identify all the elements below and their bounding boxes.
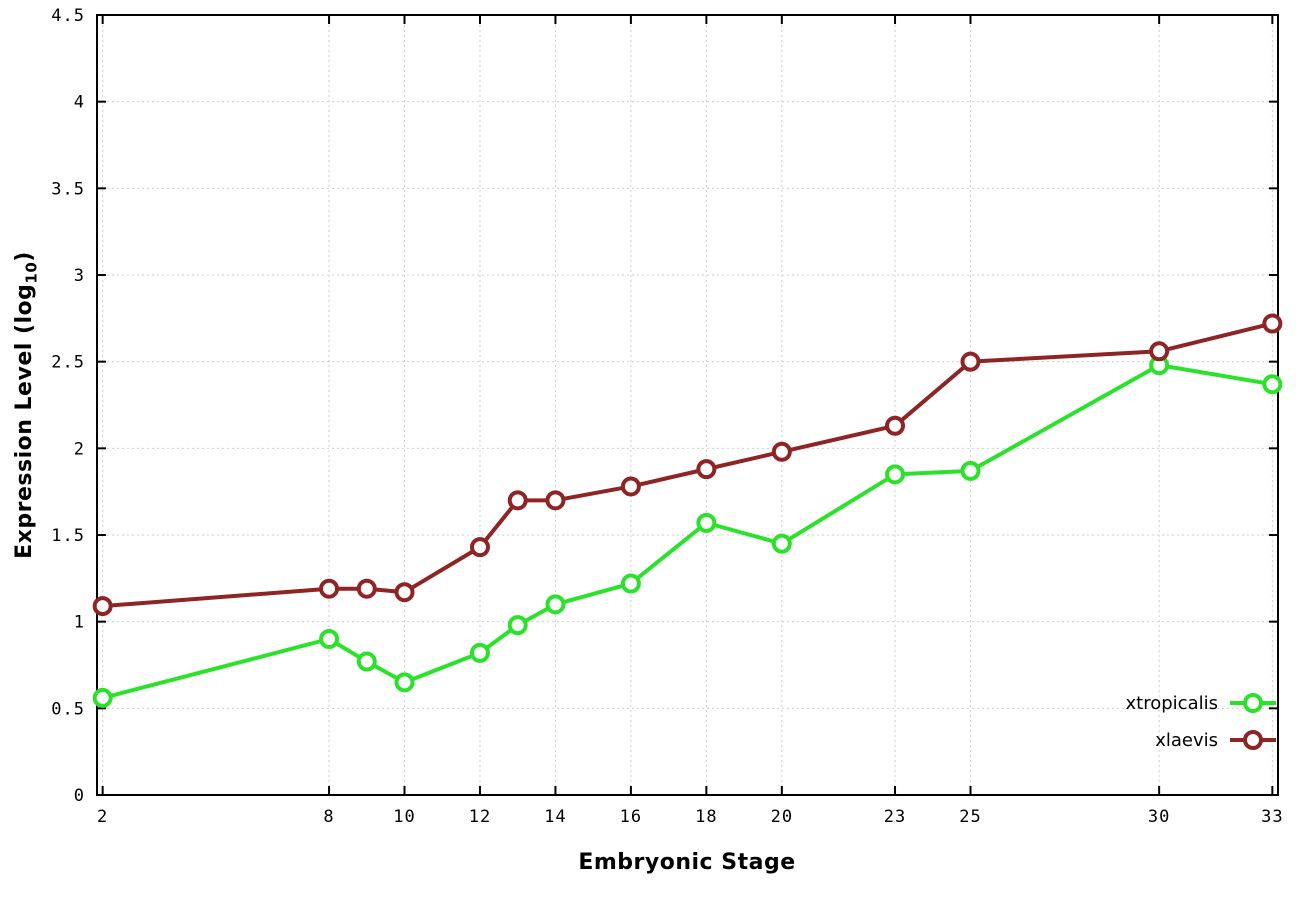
data-point-xtropicalis — [545, 594, 566, 615]
data-point-xlaevis — [394, 582, 415, 603]
data-point-xlaevis — [507, 490, 528, 511]
data-point-xtropicalis — [356, 651, 377, 672]
x-tick-label: 23 — [884, 807, 906, 827]
y-tick-label: 3 — [74, 266, 85, 286]
x-tick-label: 8 — [323, 807, 334, 827]
data-point-xtropicalis — [960, 460, 981, 481]
data-point-xlaevis — [1149, 341, 1170, 362]
data-point-xlaevis — [960, 351, 981, 372]
y-tick-label: 1.5 — [51, 526, 85, 546]
data-point-xtropicalis — [771, 533, 792, 554]
data-point-xlaevis — [696, 459, 717, 480]
x-tick-label: 33 — [1261, 807, 1283, 827]
data-point-xlaevis — [771, 441, 792, 462]
y-tick-label: 1 — [74, 613, 85, 633]
data-point-xlaevis — [1262, 313, 1283, 334]
data-point-xtropicalis — [92, 687, 113, 708]
x-tick-label: 25 — [959, 807, 981, 827]
data-point-xlaevis — [620, 476, 641, 497]
data-point-xtropicalis — [1262, 374, 1283, 395]
x-tick-label: 12 — [469, 807, 491, 827]
y-tick-label: 2.5 — [51, 353, 85, 373]
x-tick-label: 16 — [620, 807, 642, 827]
y-axis-title-main: Expression Level (log — [12, 283, 37, 559]
data-point-xtropicalis — [620, 573, 641, 594]
x-tick-label: 20 — [771, 807, 793, 827]
y-axis-title-end: ) — [12, 251, 37, 262]
legend-label-xtropicalis: xtropicalis — [1126, 693, 1218, 714]
data-point-xlaevis — [92, 596, 113, 617]
x-tick-label: 10 — [393, 807, 415, 827]
y-tick-label: 0 — [74, 786, 85, 806]
data-point-xtropicalis — [696, 512, 717, 533]
data-point-xlaevis — [356, 578, 377, 599]
data-point-xtropicalis — [319, 629, 340, 649]
y-tick-label: 0.5 — [51, 699, 85, 719]
y-axis-title: Expression Level (log10) — [12, 85, 44, 725]
y-tick-label: 4 — [74, 93, 85, 113]
x-tick-label: 30 — [1148, 807, 1170, 827]
data-point-xlaevis — [885, 415, 906, 436]
data-point-xlaevis — [469, 537, 490, 558]
data-point-xtropicalis — [507, 615, 528, 636]
x-axis-title: Embryonic Stage — [578, 850, 796, 875]
y-tick-label: 2 — [74, 439, 85, 459]
data-point-xtropicalis — [885, 464, 906, 485]
x-tick-label: 14 — [544, 807, 566, 827]
x-tick-label: 2 — [97, 807, 108, 827]
series-line-xtropicalis — [100, 363, 1275, 700]
x-tick-label: 18 — [695, 807, 717, 827]
data-point-xlaevis — [545, 490, 566, 511]
legend-sample-marker-xtropicalis — [1243, 693, 1263, 713]
series-line-xlaevis — [100, 321, 1275, 609]
legend-label-xlaevis: xlaevis — [1155, 730, 1218, 751]
data-point-xtropicalis — [394, 672, 415, 693]
y-tick-label: 4.5 — [51, 6, 85, 26]
plot-border — [96, 14, 1279, 796]
data-point-xtropicalis — [469, 642, 490, 663]
legend-sample-marker-xlaevis — [1243, 730, 1263, 750]
y-tick-label: 3.5 — [51, 179, 85, 199]
data-point-xlaevis — [319, 578, 340, 599]
y-axis-title-subscript: 10 — [22, 261, 41, 284]
